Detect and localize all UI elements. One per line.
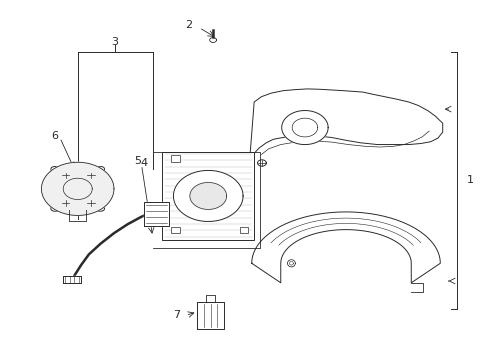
Text: 6: 6	[51, 131, 59, 141]
Polygon shape	[197, 302, 224, 329]
Polygon shape	[143, 202, 169, 226]
Polygon shape	[281, 111, 327, 145]
Bar	[171, 155, 180, 162]
Text: 7: 7	[173, 310, 180, 320]
Text: 3: 3	[111, 37, 118, 47]
Polygon shape	[41, 162, 114, 215]
Text: 4: 4	[141, 158, 147, 168]
Text: 1: 1	[466, 175, 473, 185]
FancyBboxPatch shape	[51, 167, 104, 211]
Bar	[171, 227, 180, 233]
Text: 2: 2	[185, 20, 192, 30]
Bar	[239, 227, 248, 233]
Bar	[162, 152, 254, 240]
Polygon shape	[249, 89, 442, 164]
Text: 5: 5	[134, 156, 142, 166]
Polygon shape	[251, 212, 439, 283]
Polygon shape	[62, 276, 81, 283]
Polygon shape	[189, 183, 226, 210]
Polygon shape	[173, 170, 243, 221]
